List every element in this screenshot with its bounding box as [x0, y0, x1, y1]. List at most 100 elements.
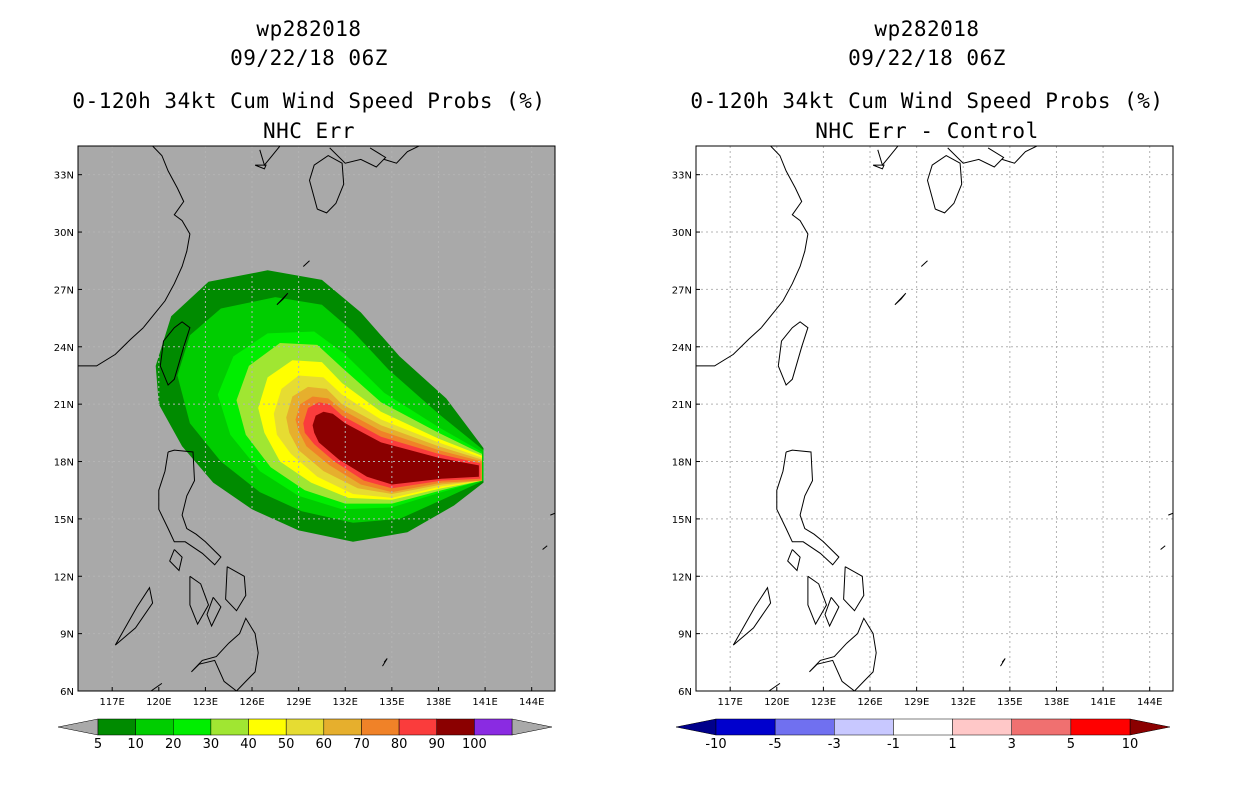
colorbar-label: 50 — [278, 737, 295, 752]
coastline — [189, 575, 210, 626]
colorbar-label: 30 — [203, 737, 220, 752]
coastline — [302, 260, 310, 267]
difference-map: 117E 120E 123E 126E 129E 132E 135E 138E 141E 144E… — [672, 145, 1174, 752]
lon-tick-label: 120E — [146, 697, 171, 708]
colorbar-label: 20 — [165, 737, 182, 752]
coastline — [768, 682, 781, 691]
storm-id-title: wp282018 — [874, 17, 980, 41]
colorbar-label: 60 — [316, 737, 333, 752]
coastline — [169, 549, 183, 572]
probability-contour-90 — [312, 411, 479, 485]
coastline — [926, 155, 963, 214]
colorbar-label: 10 — [127, 737, 144, 752]
coastline — [732, 586, 772, 646]
colorbar-segment — [285, 718, 325, 736]
coastline — [947, 147, 1005, 168]
coastline — [142, 146, 191, 329]
map-content — [696, 146, 1173, 691]
lon-tick-label: 132E — [333, 697, 358, 708]
lat-tick-label: 12N — [54, 572, 74, 583]
coastline — [159, 321, 191, 386]
subtitle: NHC Err — [262, 119, 355, 143]
coastline — [191, 617, 259, 691]
lat-tick-label: 15N — [54, 515, 74, 526]
coastline — [760, 146, 809, 329]
coastline — [787, 549, 801, 572]
lon-tick-label: 129E — [286, 697, 311, 708]
lon-tick-label: 123E — [193, 697, 218, 708]
coastline — [308, 155, 345, 214]
coastline — [920, 260, 928, 267]
colorbar-segment — [323, 718, 362, 736]
colorbar-segment — [398, 718, 437, 736]
coastline — [542, 545, 548, 550]
colorbar-segment — [952, 718, 1012, 736]
lon-tick-label: 126E — [857, 697, 882, 708]
coastline — [1168, 512, 1173, 516]
lon-tick-label: 120E — [764, 697, 789, 708]
lat-tick-label: 27N — [54, 285, 74, 296]
lon-tick-label: 132E — [951, 697, 976, 708]
colorbar-label: -1 — [887, 737, 900, 752]
colorbar-label: -3 — [828, 737, 841, 752]
lon-tick-label: 123E — [811, 697, 836, 708]
coastline — [225, 566, 247, 612]
lat-tick-label: 33N — [672, 171, 692, 182]
colorbar-under-arrow — [57, 718, 99, 736]
map-background — [696, 146, 1173, 691]
lat-tick-label: 9N — [60, 630, 74, 641]
lat-tick-label: 18N — [672, 458, 692, 469]
lon-tick-label: 141E — [472, 697, 497, 708]
coastline — [807, 575, 828, 626]
map-frame — [77, 145, 556, 692]
lon-tick-label: 135E — [997, 697, 1022, 708]
lat-tick-label: 21N — [54, 400, 74, 411]
colorbar-label: 10 — [1122, 737, 1139, 752]
lat-tick-label: 18N — [54, 458, 74, 469]
map-frame — [695, 145, 1174, 692]
colorbar-label: -5 — [769, 737, 782, 752]
coastline — [776, 449, 840, 566]
lon-tick-label: 129E — [904, 697, 929, 708]
colorbar-label: 1 — [948, 737, 956, 752]
lat-tick-label: 27N — [672, 285, 692, 296]
lat-tick-label: 6N — [678, 687, 692, 698]
coastline — [872, 164, 885, 170]
colorbar-segment — [774, 718, 835, 736]
lat-tick-label: 9N — [678, 630, 692, 641]
subtitle: NHC Err - Control — [815, 119, 1039, 143]
colorbar-segment — [97, 718, 136, 736]
colorbar-label: 5 — [1067, 737, 1075, 752]
panel-nhc-err-control: wp282018 09/22/18 06Z 0-120h 34kt Cum Wi… — [618, 0, 1236, 800]
coastline — [550, 512, 555, 516]
lon-tick-label: 117E — [99, 697, 124, 708]
coastline — [150, 682, 163, 691]
colorbar-under-arrow — [675, 718, 717, 736]
colorbar-segment — [173, 718, 212, 736]
lon-tick-label: 135E — [379, 697, 404, 708]
colorbar-segment — [361, 718, 400, 736]
lon-tick-label: 141E — [1090, 697, 1115, 708]
coastline — [1160, 545, 1166, 550]
coastline — [254, 164, 267, 170]
lon-tick-label: 144E — [519, 697, 544, 708]
lat-tick-label: 30N — [672, 228, 692, 239]
lon-tick-label: 138E — [426, 697, 451, 708]
datetime-title: 09/22/18 06Z — [848, 46, 1006, 70]
product-title: 0-120h 34kt Cum Wind Speed Probs (%) — [72, 89, 546, 113]
colorbar-label: -10 — [705, 737, 726, 752]
colorbar-label: 40 — [240, 737, 257, 752]
colorbar-segment — [135, 718, 174, 736]
coastline — [824, 596, 840, 628]
lat-tick-label: 15N — [672, 515, 692, 526]
lon-tick-label: 117E — [717, 697, 742, 708]
colorbar-label: 5 — [94, 737, 102, 752]
colorbar-label: 90 — [428, 737, 445, 752]
colorbar-segment — [893, 718, 953, 736]
colorbar-label: 100 — [462, 737, 487, 752]
coastline — [809, 617, 877, 691]
colorbar-label: 80 — [391, 737, 408, 752]
lat-tick-label: 24N — [54, 343, 74, 354]
lon-tick-label: 144E — [1137, 697, 1162, 708]
colorbar-segment — [248, 718, 287, 736]
